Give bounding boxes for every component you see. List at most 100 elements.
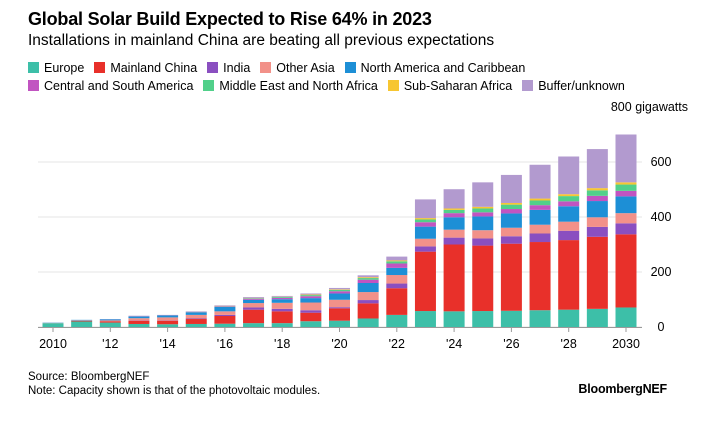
bar-segment bbox=[357, 275, 379, 278]
source-notes: Source: BloombergNEF Note: Capacity show… bbox=[28, 370, 320, 398]
bar-segment bbox=[300, 302, 322, 311]
bar-segment bbox=[214, 314, 236, 316]
bar-segment bbox=[243, 323, 265, 327]
bar-segment bbox=[357, 318, 379, 327]
bar-segment bbox=[472, 216, 494, 231]
bar-segment bbox=[300, 312, 322, 322]
bar-segment bbox=[615, 190, 637, 197]
bar-segment bbox=[472, 245, 494, 312]
bar-segment bbox=[157, 317, 179, 321]
legend-swatch bbox=[522, 80, 534, 91]
bar-segment bbox=[128, 315, 150, 317]
bar-segment bbox=[529, 224, 551, 234]
bar-segment bbox=[615, 307, 637, 327]
x-tick-label: 2030 bbox=[612, 337, 640, 351]
bar-segment bbox=[586, 201, 608, 218]
bar-segment bbox=[329, 299, 350, 308]
x-tick-label: '14 bbox=[159, 337, 175, 351]
bar-segment bbox=[558, 230, 580, 241]
legend-swatch bbox=[203, 80, 215, 91]
bar-segment bbox=[300, 310, 322, 313]
x-tick-label: '24 bbox=[446, 337, 462, 351]
bar-segment bbox=[99, 320, 121, 322]
bar-segment bbox=[414, 218, 436, 220]
y-tick-label: 200 bbox=[651, 265, 672, 279]
x-tick-label: '16 bbox=[217, 337, 233, 351]
bar-segment bbox=[558, 194, 580, 197]
legend-swatch bbox=[94, 62, 106, 73]
bar-segment bbox=[300, 295, 322, 297]
bar-segment bbox=[386, 267, 408, 276]
bar-segment bbox=[99, 319, 121, 321]
bar-segment bbox=[529, 209, 551, 225]
bar-segment bbox=[357, 278, 379, 280]
legend-swatch bbox=[387, 80, 399, 91]
bar-segment bbox=[386, 263, 408, 268]
bar-segment bbox=[128, 316, 150, 319]
legend-label: India bbox=[223, 61, 251, 75]
bar-segment bbox=[443, 217, 465, 230]
legend-item: North America and Caribbean bbox=[344, 60, 525, 76]
bar-segment bbox=[243, 303, 265, 308]
bar-segment bbox=[414, 199, 436, 219]
bar-segment bbox=[443, 208, 465, 210]
bar-segment bbox=[558, 309, 580, 327]
chart-title: Global Solar Build Expected to Rise 64% … bbox=[28, 9, 432, 29]
bar-segment bbox=[586, 190, 608, 196]
legend-label: Buffer/unknown bbox=[538, 79, 625, 93]
bar-segment bbox=[185, 311, 207, 312]
legend-swatch bbox=[344, 62, 356, 73]
bar-segment bbox=[329, 320, 350, 327]
bar-segment bbox=[615, 213, 637, 224]
bar-segment bbox=[243, 309, 265, 324]
legend-label: Middle East and North Africa bbox=[219, 79, 378, 93]
legend-swatch bbox=[28, 80, 39, 91]
bar-segment bbox=[586, 308, 608, 327]
bar-segment bbox=[214, 306, 236, 307]
bar-segment bbox=[615, 134, 637, 183]
legend-label: Mainland China bbox=[110, 61, 198, 75]
bar-segment bbox=[243, 298, 265, 300]
bar-segment bbox=[214, 323, 236, 327]
legend-swatch bbox=[260, 62, 272, 73]
bar-segment bbox=[443, 237, 465, 245]
legend-item: Central and South America bbox=[28, 78, 193, 94]
bar-segment bbox=[558, 240, 580, 310]
bar-segment bbox=[99, 321, 121, 323]
bar-segment bbox=[357, 303, 379, 319]
stacked-bar-chart: 0 200 400 600 800 gigawatts 2010 '12 '14 '16 '18 '… bbox=[38, 100, 688, 351]
bar-segment bbox=[357, 283, 379, 293]
bar-segment bbox=[414, 311, 436, 327]
bar-segment bbox=[329, 289, 350, 290]
bar-segment bbox=[300, 321, 322, 327]
bar-segment bbox=[271, 308, 293, 312]
bar-segment bbox=[128, 323, 150, 327]
bar-segment bbox=[329, 289, 350, 292]
bar-segment bbox=[500, 213, 522, 228]
bar-segment bbox=[157, 315, 179, 318]
bar-segment bbox=[472, 182, 494, 207]
bar-segment bbox=[71, 320, 93, 322]
bar-segment bbox=[558, 221, 580, 231]
y-unit-label: 800 gigawatts bbox=[611, 100, 688, 114]
bar-segment bbox=[243, 297, 265, 298]
bar-segment bbox=[500, 209, 522, 214]
bar-segment bbox=[128, 320, 150, 324]
legend-row-1: Europe Mainland China India Other Asia North… bbox=[28, 60, 688, 76]
bar-segment bbox=[357, 279, 379, 283]
bar-segment bbox=[443, 189, 465, 209]
legend-swatch bbox=[207, 62, 219, 73]
bar-segment bbox=[500, 204, 522, 210]
bar-segment bbox=[586, 149, 608, 189]
bar-segment bbox=[529, 242, 551, 311]
bar-segment bbox=[185, 314, 207, 319]
bar-segment bbox=[99, 322, 121, 327]
x-tick-label: '26 bbox=[503, 337, 519, 351]
x-tick-label: '20 bbox=[331, 337, 347, 351]
bar-segment bbox=[529, 205, 551, 210]
source-text: Source: BloombergNEF bbox=[28, 371, 150, 383]
bar-segment bbox=[615, 182, 637, 185]
bar-segment bbox=[329, 307, 350, 309]
bar-segment bbox=[271, 297, 293, 298]
bar-segment bbox=[414, 238, 436, 247]
